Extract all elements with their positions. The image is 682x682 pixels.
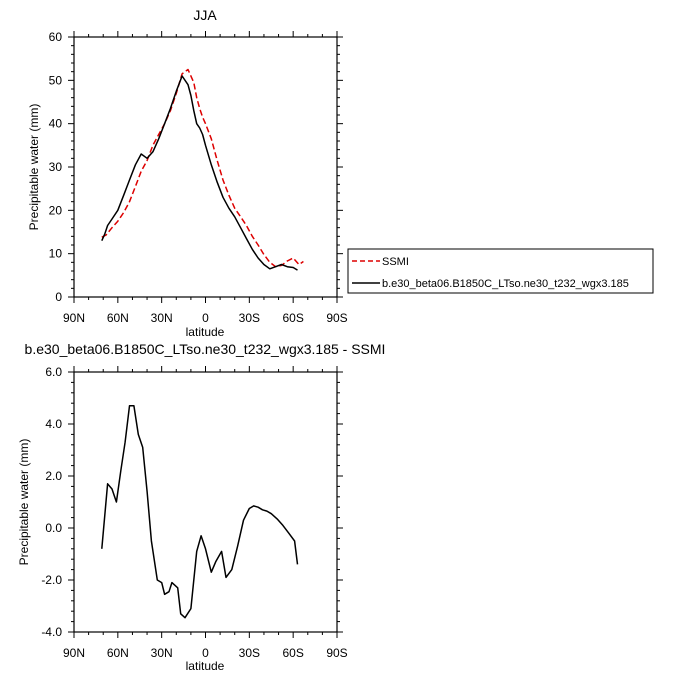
x-tick-label: 0 [202, 311, 209, 325]
legend-label-model: b.e30_beta06.B1850C_LTso.ne30_t232_wgx3.… [382, 278, 629, 290]
series-line-0 [101, 68, 304, 268]
y-tick-label: 10 [49, 247, 63, 261]
legend-box [347, 248, 654, 294]
y-tick-label: -4.0 [41, 625, 62, 639]
chart-title: JJA [193, 7, 217, 23]
x-tick-label: 60S [282, 311, 303, 325]
axis-ticks: 90N 60N 30N 0 30S 60S 90S 0 10 20 30 40 50 60 [49, 30, 348, 325]
y-tick-label: 30 [49, 160, 63, 174]
x-tick-label: 0 [202, 646, 209, 660]
y-tick-label: 0 [55, 290, 62, 304]
x-tick-label: 30N [151, 311, 173, 325]
x-tick-label: 90N [63, 646, 85, 660]
y-axis-label: Precipitable water (mm) [27, 104, 41, 231]
series-lines [101, 68, 304, 271]
y-tick-label: -2.0 [41, 573, 62, 587]
difference-chart: b.e30_beta06.B1850C_LTso.ne30_t232_wgx3.… [17, 341, 385, 673]
x-tick-label: 60N [107, 311, 129, 325]
x-tick-label: 90S [326, 646, 347, 660]
top-chart: JJA 90N 60N 30N 0 30S 60S 90S 0 10 20 30 40 50 60 lat… [27, 7, 348, 339]
y-tick-label: 50 [49, 73, 63, 87]
x-tick-label: 60N [107, 646, 129, 660]
x-axis-label: latitude [186, 659, 225, 673]
series-line-0 [101, 405, 299, 619]
y-tick-label: 2.0 [45, 469, 62, 483]
legend-label-ssmi: SSMI [382, 256, 409, 268]
x-tick-label: 90S [326, 311, 347, 325]
y-tick-label: 6.0 [45, 365, 62, 379]
series-lines [101, 405, 299, 619]
x-tick-label: 30S [239, 311, 260, 325]
x-tick-label: 60S [282, 646, 303, 660]
y-tick-label: 20 [49, 203, 63, 217]
x-tick-label: 30N [151, 646, 173, 660]
x-tick-label: 30S [239, 646, 260, 660]
x-tick-label: 90N [63, 311, 85, 325]
y-tick-label: 60 [49, 30, 63, 44]
y-tick-label: 0.0 [45, 521, 62, 535]
legend: SSMI b.e30_beta06.B1850C_LTso.ne30_t232_… [347, 248, 654, 294]
chart-title: b.e30_beta06.B1850C_LTso.ne30_t232_wgx3.… [25, 341, 386, 357]
y-tick-label: 40 [49, 117, 63, 131]
plot-frame [73, 36, 338, 298]
y-axis-label: Precipitable water (mm) [17, 439, 31, 566]
x-axis-label: latitude [186, 325, 225, 339]
y-tick-label: 4.0 [45, 417, 62, 431]
plot-frame [73, 371, 338, 633]
axis-ticks: 90N 60N 30N 0 30S 60S 90S -4.0 -2.0 0.0 2.0 4.0 6.0 [41, 365, 347, 660]
series-line-1 [101, 75, 298, 271]
